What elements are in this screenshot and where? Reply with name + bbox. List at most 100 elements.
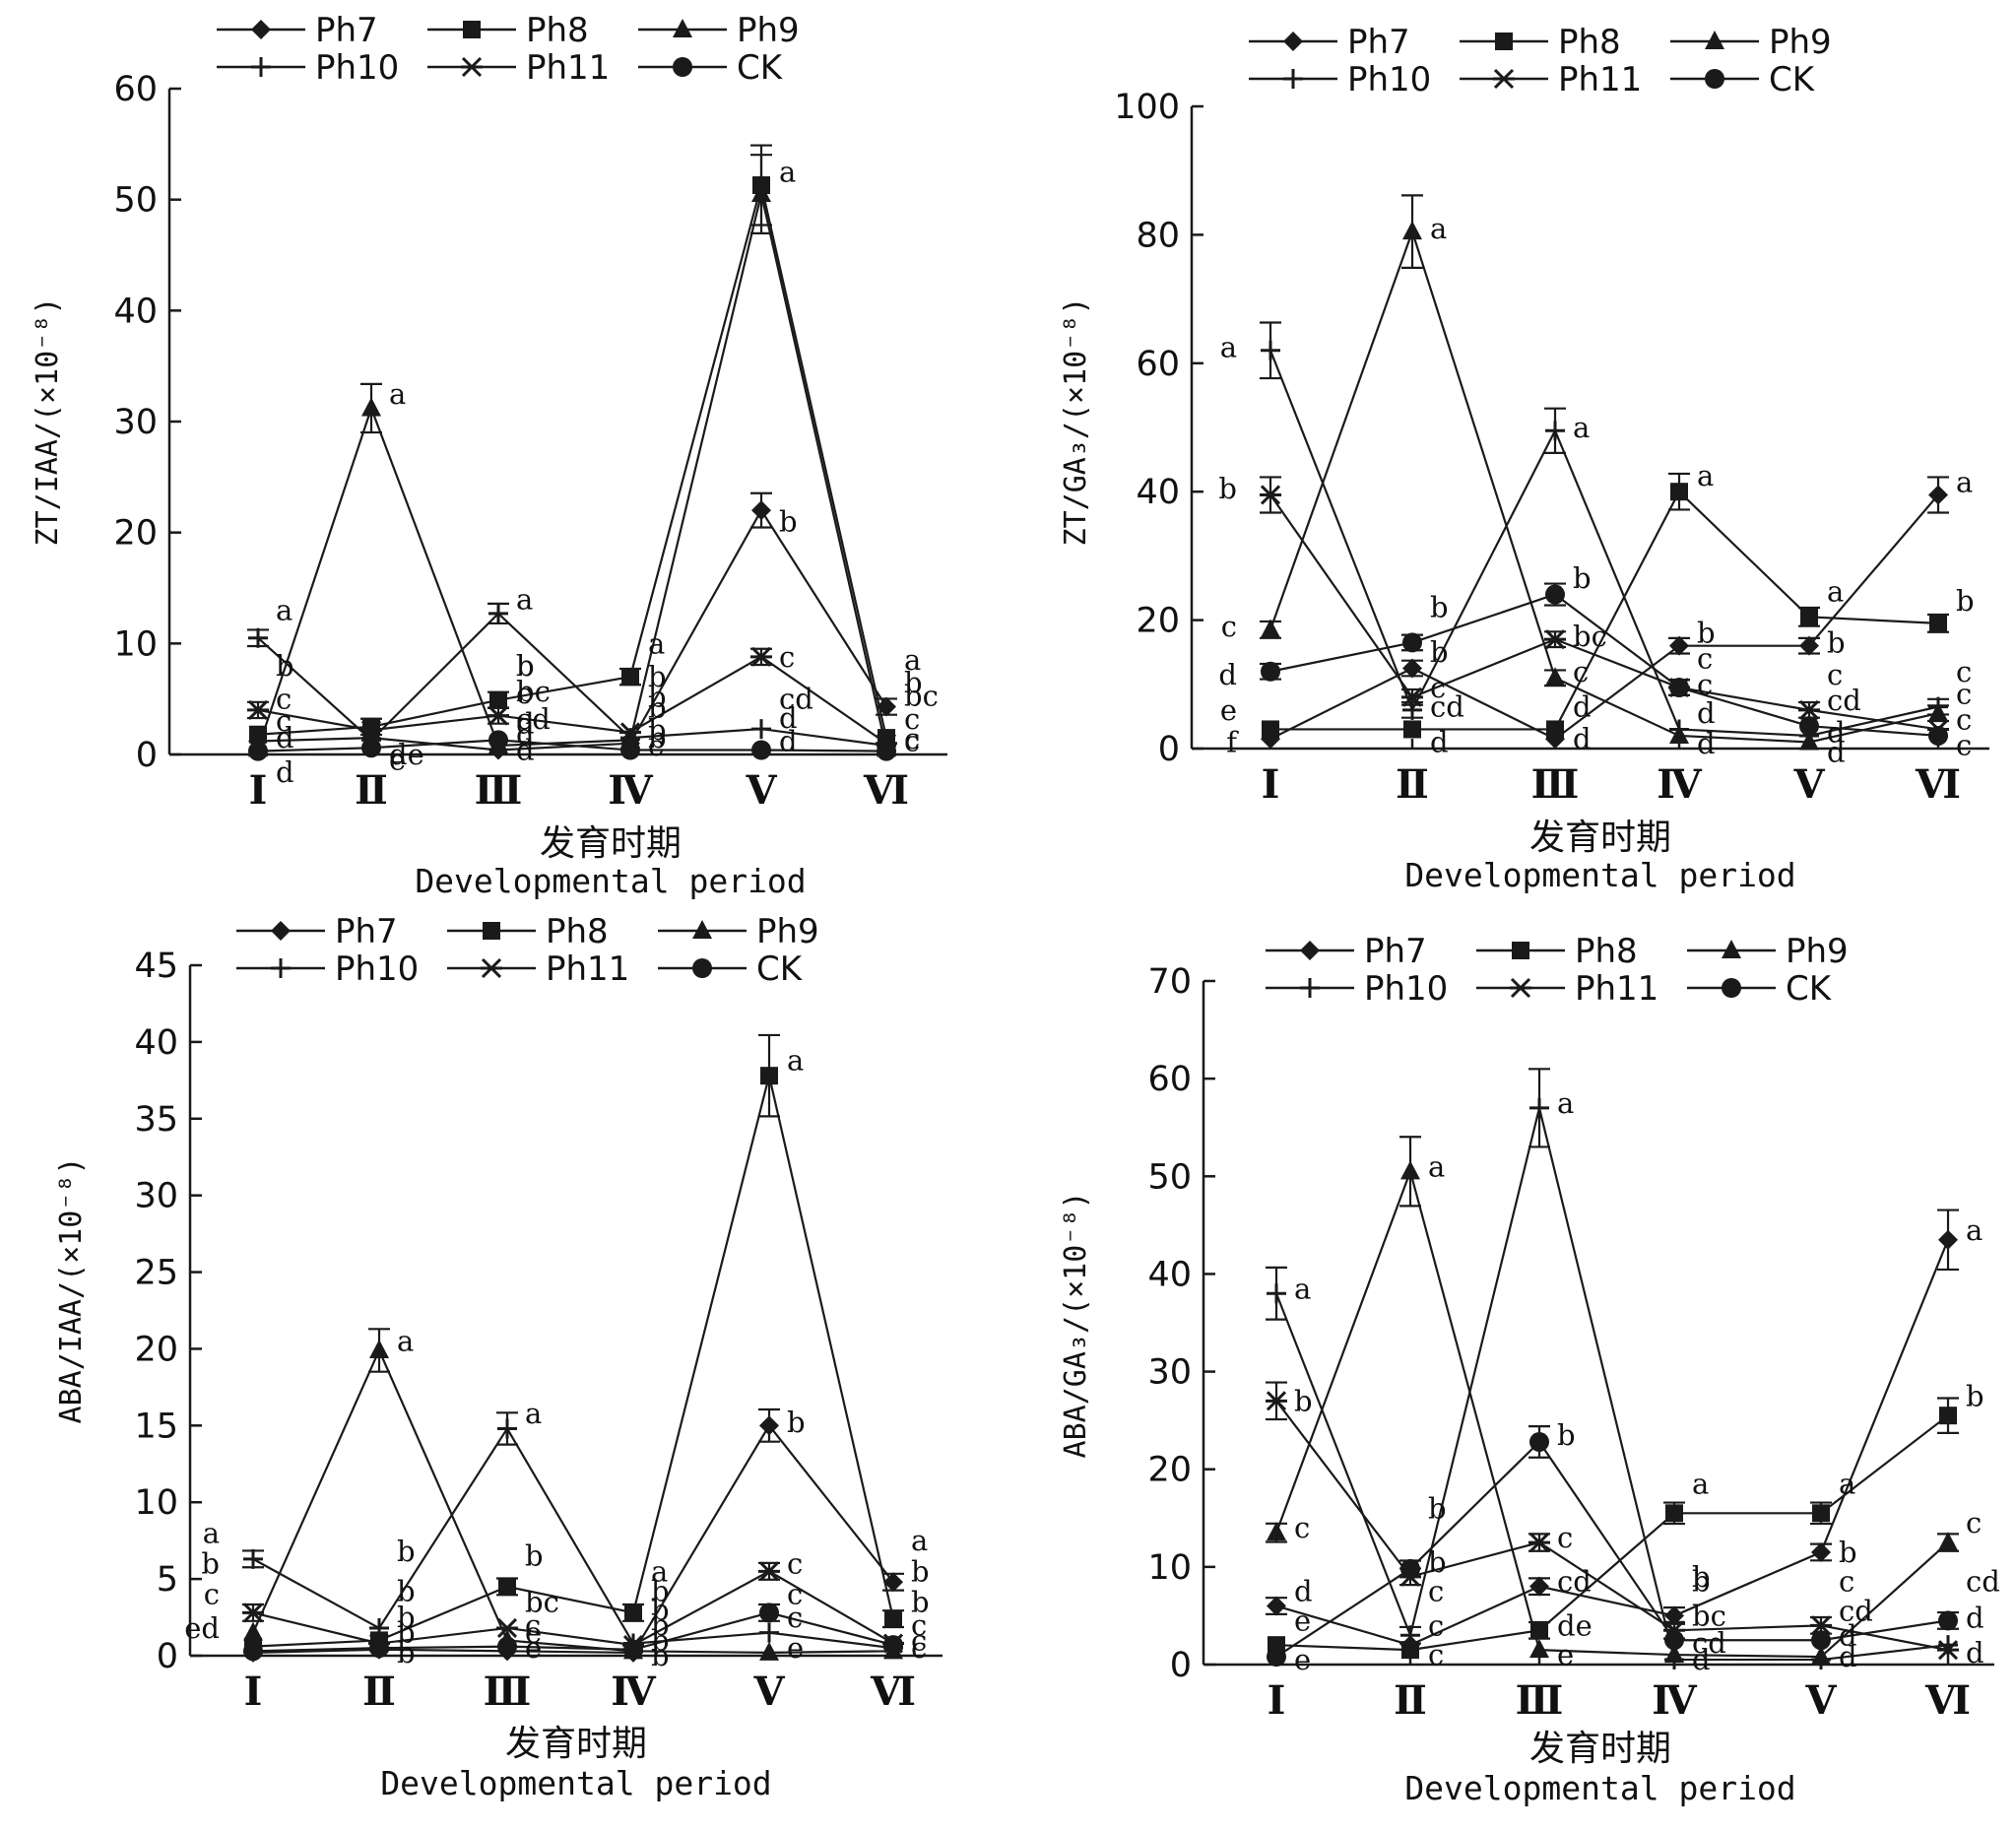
significance-labels: abccddaedebbcdabccdddabbbbbcabccdddabbcc…: [276, 156, 939, 790]
series-ph11: [247, 646, 897, 753]
data-point: [1938, 1229, 1958, 1250]
data-point: [760, 1067, 778, 1085]
x-tick-label: Ⅵ: [863, 767, 909, 814]
circle-icon: [1705, 69, 1724, 89]
significance-letter: d: [1573, 722, 1592, 755]
significance-letter: c: [1839, 1565, 1854, 1599]
x-axis-label-cn: 发育时期: [540, 823, 682, 864]
significance-letter: c: [1557, 1521, 1573, 1554]
asterisk-icon: [481, 957, 502, 979]
circle-icon: [692, 958, 712, 978]
significance-letter: b: [1692, 1560, 1711, 1594]
significance-letter: c: [787, 1601, 803, 1634]
legend-label: CK: [1769, 60, 1816, 99]
significance-letter: a: [1428, 1149, 1445, 1183]
significance-letter: b: [1697, 617, 1716, 650]
legend-label: Ph10: [1347, 60, 1431, 99]
legend: Ph7 Ph8 Ph9 Ph10 Ph11 CK: [1249, 23, 1832, 99]
series-ck: [1260, 582, 1948, 746]
significance-letter: de: [389, 738, 424, 771]
significance-letter: a: [1430, 212, 1447, 245]
y-tick-label: 45: [134, 947, 178, 986]
square-icon: [483, 922, 500, 940]
data-point: [1939, 1407, 1957, 1425]
series-line: [1275, 1414, 1949, 1652]
data-point: [1812, 1504, 1830, 1523]
data-point: [248, 627, 268, 648]
significance-letter: a: [1966, 1213, 1983, 1247]
series-line: [252, 1075, 895, 1648]
significance-letter: e: [389, 744, 406, 777]
data-point: [1401, 687, 1423, 707]
significance-letter: e: [525, 1631, 542, 1665]
significance-letter: d: [1697, 696, 1716, 730]
data-point: [751, 719, 771, 740]
legend-label: Ph10: [1364, 969, 1448, 1009]
significance-letter: c: [1956, 655, 1972, 688]
x-tick-label: Ⅲ: [475, 767, 523, 814]
data-point: [243, 1621, 263, 1641]
significance-letter: cd: [779, 683, 813, 716]
diamond-icon: [271, 921, 291, 941]
triangle-icon: [1722, 940, 1741, 958]
data-point: [1529, 1431, 1549, 1452]
significance-labels: abcdeeabbcccabccddeeabbbccddabccdddabccd…: [1294, 1086, 2000, 1676]
data-point: [751, 500, 771, 521]
series-line: [257, 739, 887, 752]
x-tick-label: Ⅳ: [1652, 1677, 1697, 1724]
legend-label: Ph7: [1364, 932, 1427, 971]
data-point: [1928, 725, 1948, 746]
significance-letter: d: [1839, 1640, 1857, 1673]
data-point: [247, 699, 269, 720]
series-line: [1270, 490, 1939, 731]
significance-letter: c: [787, 1578, 803, 1611]
y-tick-label: 70: [1147, 962, 1192, 1002]
significance-letter: c: [648, 729, 664, 762]
data-point: [1529, 1639, 1549, 1659]
data-point: [1798, 699, 1820, 720]
significance-letter: b: [1966, 1379, 1984, 1412]
series-line: [1275, 1440, 1949, 1658]
data-point: [1529, 1576, 1549, 1597]
data-point: [1267, 1522, 1286, 1541]
series-ph7: [1261, 476, 1949, 750]
significance-letter: c: [1428, 1575, 1444, 1608]
significance-letter: b: [397, 1575, 416, 1608]
y-tick-label: 80: [1136, 216, 1180, 255]
significance-letter: b: [397, 1636, 416, 1669]
series-line: [1269, 493, 1939, 741]
significance-letter: e: [1294, 1643, 1311, 1676]
legend-label: Ph11: [1558, 60, 1642, 99]
significance-letter: e: [1220, 693, 1237, 727]
significance-letter: bc: [516, 675, 551, 708]
triangle-icon: [692, 920, 712, 939]
significance-letter: c: [787, 1547, 803, 1581]
square-icon: [1512, 942, 1529, 959]
series-ph8: [1262, 472, 1949, 739]
data-point: [758, 1561, 780, 1582]
y-tick-label: 0: [1170, 1646, 1192, 1685]
significance-letter: d: [1827, 735, 1846, 768]
data-point: [883, 1635, 903, 1656]
significance-letter: ed: [184, 1611, 220, 1645]
significance-letter: b: [904, 666, 923, 699]
significance-letter: c: [1956, 729, 1972, 762]
legend-label: Ph8: [526, 11, 589, 50]
data-point: [1402, 221, 1422, 240]
data-point: [1400, 1558, 1420, 1579]
significance-letter: d: [516, 718, 535, 752]
legend-label: Ph11: [526, 48, 610, 88]
significance-letter: b: [648, 713, 667, 747]
series-line: [257, 612, 887, 748]
series-ck: [248, 730, 896, 761]
significance-letter: e: [525, 1616, 542, 1650]
x-tick-label: Ⅱ: [1394, 1677, 1427, 1724]
significance-letter: a: [203, 1516, 220, 1549]
significance-letter: a: [1956, 465, 1973, 498]
significance-letter: c: [525, 1608, 541, 1642]
significance-letter: d: [1573, 690, 1592, 724]
x-tick-label: Ⅳ: [1657, 761, 1702, 808]
